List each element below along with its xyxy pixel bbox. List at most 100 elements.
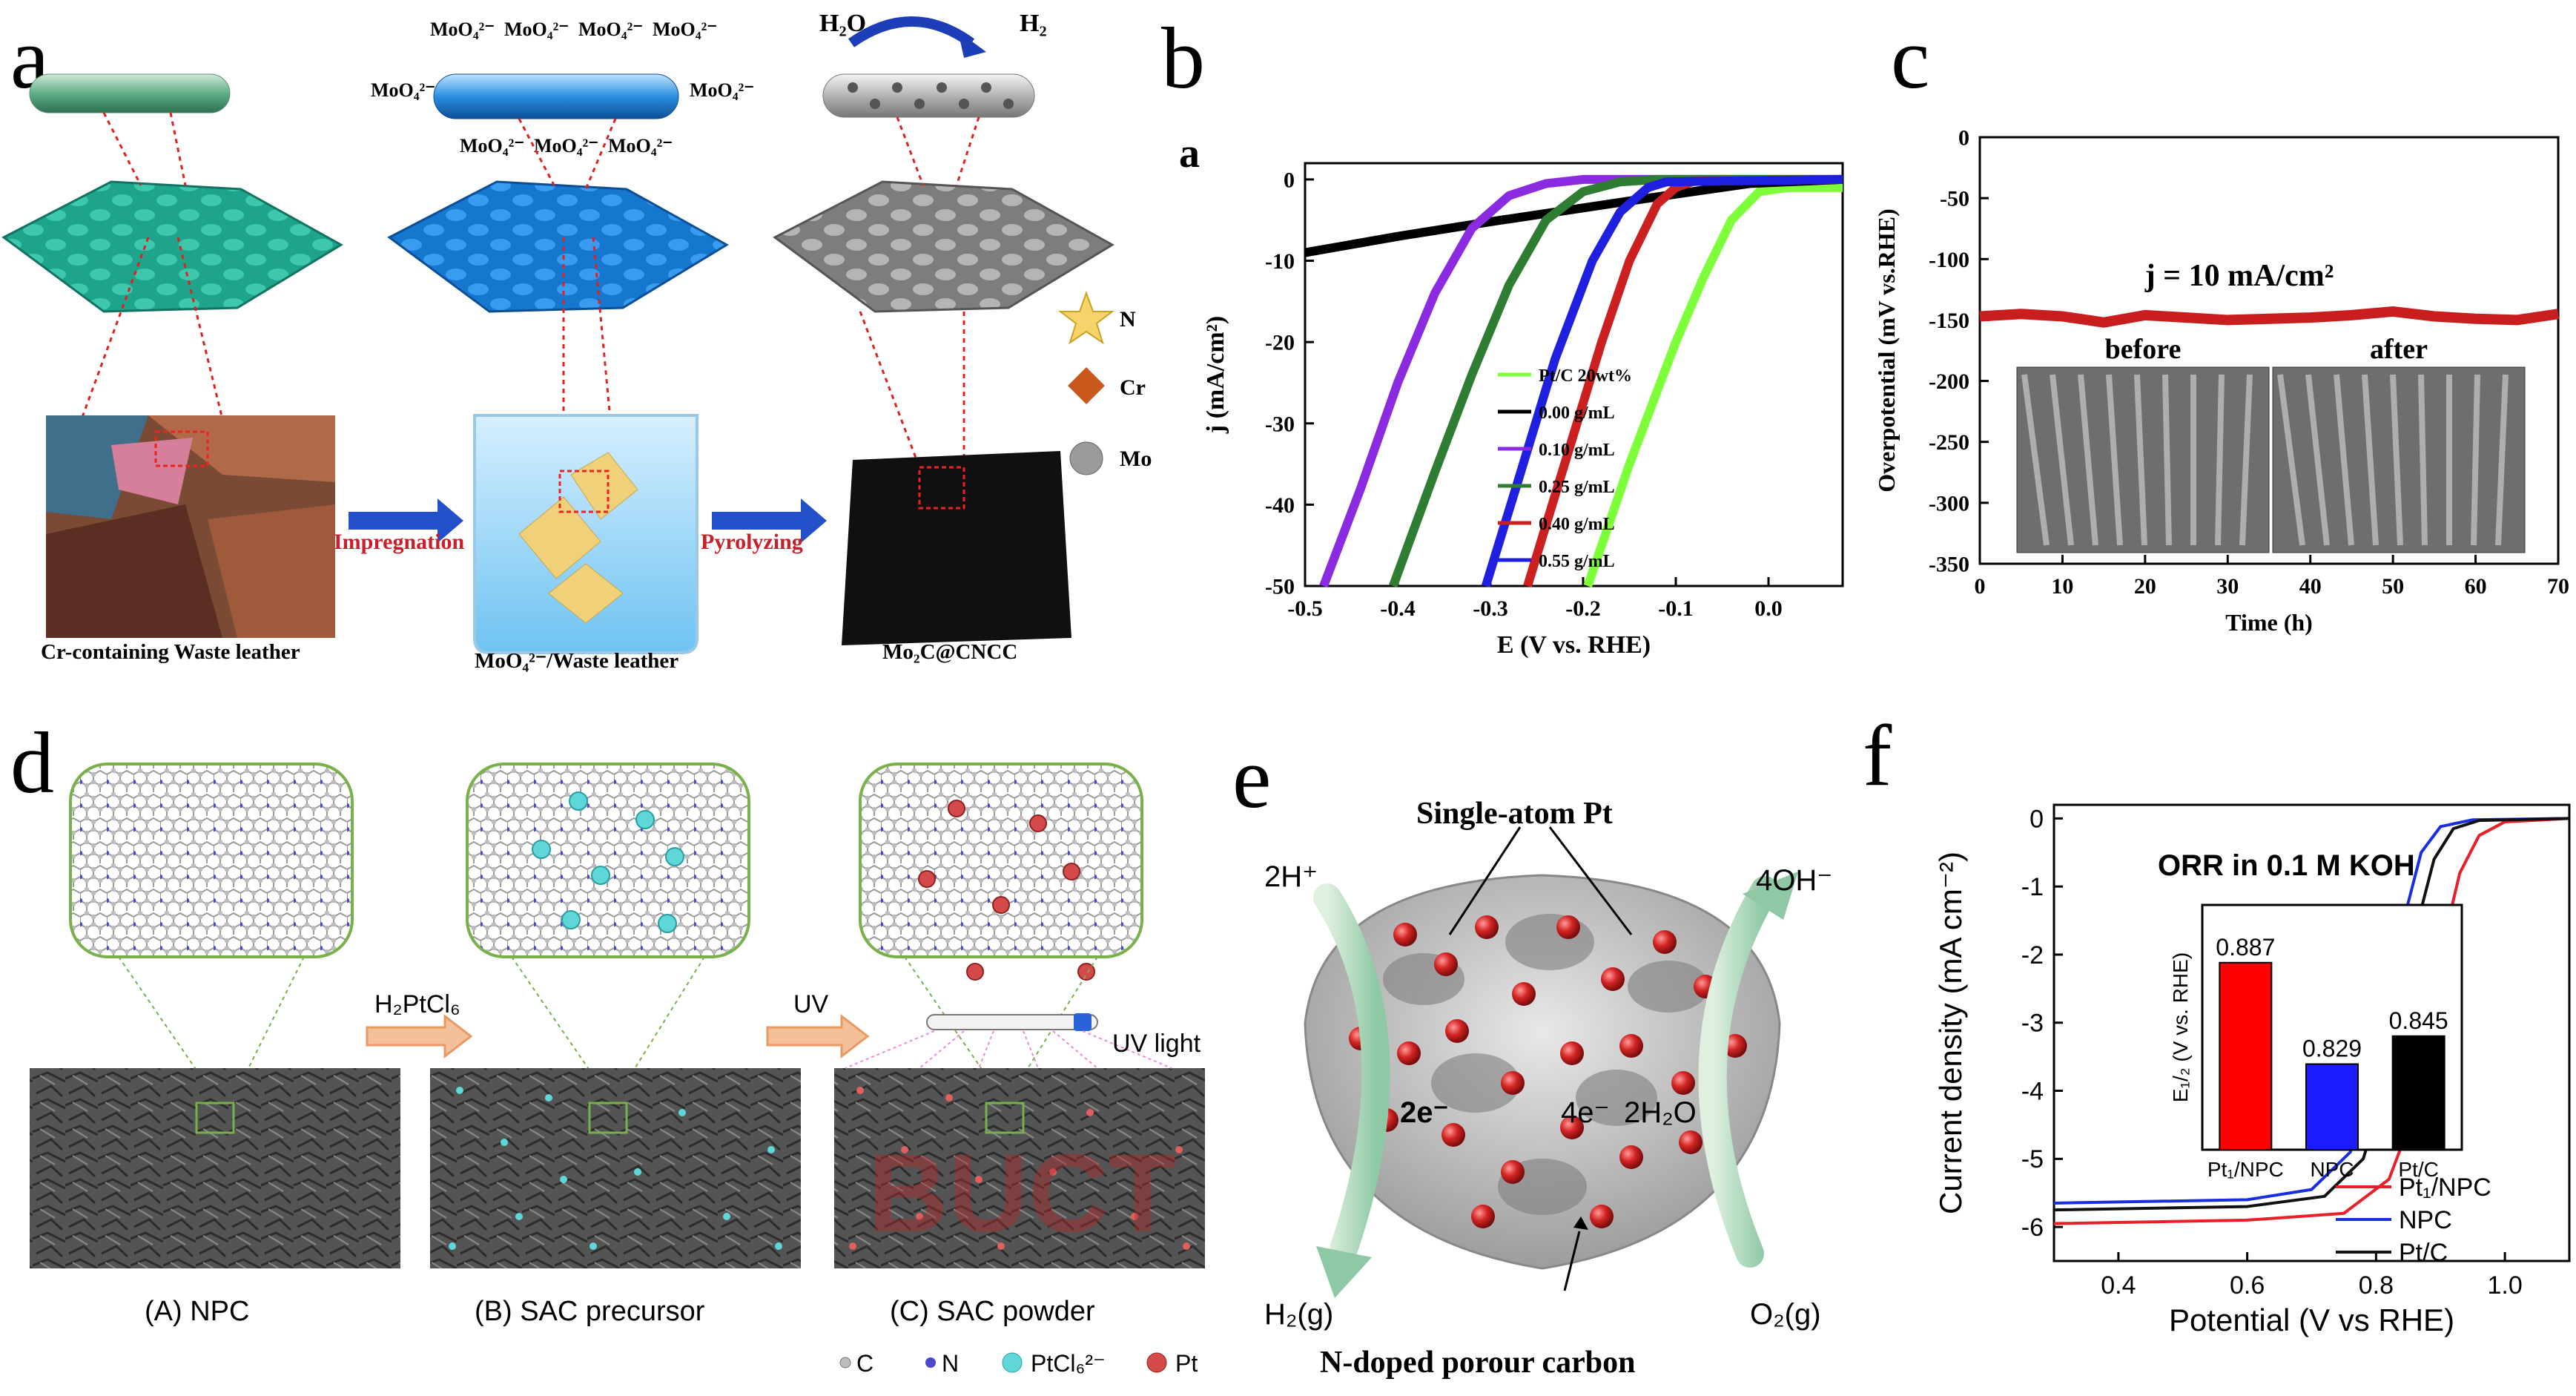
inset-category-label: NPC bbox=[2310, 1158, 2354, 1181]
sem-fiber bbox=[2162, 374, 2172, 546]
sem-label: after bbox=[2370, 334, 2428, 365]
stability-chart: 0 10 20 30 40 50 60 70 0 -50 -100 -150 -200 -250 -300 -… bbox=[1873, 126, 2569, 636]
panel-f: f 0.4 0.6 0.8 1.0 0 -1 -2 -3 -4 -5 -6 Potential (V … bbox=[1861, 697, 2576, 1396]
sem-fiber bbox=[2050, 374, 2074, 546]
y-tick-label: -6 bbox=[2021, 1214, 2044, 1242]
sem-fiber bbox=[2078, 374, 2098, 546]
x-tick-label: 0.8 bbox=[2359, 1271, 2394, 1300]
panel-c: c 0 10 20 30 40 50 60 70 0 -50 -100 -150 -200 -250 -30… bbox=[1869, 0, 2576, 697]
y-tick-label: -2 bbox=[2021, 941, 2044, 969]
panel-c-label: c bbox=[1891, 10, 1930, 107]
single-atom-label: Single-atom Pt bbox=[1416, 797, 1613, 831]
legend-cr: Cr bbox=[1120, 375, 1146, 400]
y-tick-label: -40 bbox=[1265, 493, 1295, 518]
inset-bar bbox=[2391, 1035, 2445, 1150]
inset-value-label: 0.887 bbox=[2216, 934, 2275, 961]
y-tick-label: 0 bbox=[1958, 126, 1969, 151]
inset-category-label: Pt/C bbox=[2398, 1158, 2438, 1181]
caption-impregnated-leather: MoO₄²⁻/Waste leather bbox=[475, 649, 678, 673]
pyrolyzing-arrow bbox=[712, 498, 827, 543]
x-tick-label: -0.4 bbox=[1380, 596, 1416, 621]
sem-fiber bbox=[2239, 374, 2253, 546]
y-tick-label: -20 bbox=[1265, 331, 1295, 355]
legend-label: 0.10 g/mL bbox=[1539, 441, 1615, 460]
x-axis-label: E (V vs. RHE) bbox=[1497, 631, 1651, 659]
caption-mo2c: Mo₂C@CNCC bbox=[882, 640, 1017, 664]
caption-npc: (A) NPC bbox=[145, 1296, 249, 1327]
panel-b: b a -0.5 -0.4 -0.3 -0.2 -0.1 0.0 0 -10 -20 -30 -40… bbox=[1157, 0, 1869, 697]
caption-sac-powder: (C) SAC powder bbox=[890, 1296, 1095, 1327]
ion-label: MoO₄²⁻ bbox=[371, 79, 435, 101]
legend-label: Pt/C 20wt% bbox=[1539, 366, 1632, 386]
hydroxide-label: 4OH⁻ bbox=[1756, 864, 1832, 897]
sem-fiber bbox=[2390, 374, 2403, 546]
uv-light-label: UV light bbox=[1112, 1030, 1201, 1058]
carbon-label: N-doped porour carbon bbox=[1320, 1346, 1636, 1380]
arrow-label-pyrolyzing: Pyrolyzing bbox=[701, 530, 803, 554]
ion-label: MoO₄²⁻ bbox=[653, 19, 717, 40]
h2-label: H₂ bbox=[1020, 10, 1047, 37]
y-tick-label: -350 bbox=[1929, 553, 1969, 577]
legend-label: 0.00 g/mL bbox=[1539, 404, 1615, 423]
legend-n: N bbox=[942, 1350, 959, 1377]
inset-bar bbox=[2219, 961, 2273, 1150]
legend-label: Pt/C bbox=[2399, 1239, 2448, 1267]
ion-label: MoO₄²⁻ bbox=[504, 19, 569, 40]
legend-label: 0.55 g/mL bbox=[1539, 552, 1615, 571]
sem-fiber bbox=[2021, 374, 2050, 546]
y-tick-label: -3 bbox=[2021, 1010, 2044, 1038]
impregnation-arrow bbox=[349, 498, 463, 543]
x-tick-label: 20 bbox=[2134, 574, 2156, 599]
panel-e: e bbox=[1231, 697, 1861, 1396]
legend-c: C bbox=[856, 1350, 873, 1377]
y-tick-label: 0 bbox=[2030, 805, 2044, 833]
sem-fiber bbox=[2334, 374, 2354, 546]
orr-polarization-chart: 0.4 0.6 0.8 1.0 0 -1 -2 -3 -4 -5 -6 Potential (V vs… bbox=[1933, 803, 2571, 1337]
legend-label: Pt₁/NPC bbox=[2399, 1173, 2491, 1202]
sem-label: before bbox=[2105, 334, 2182, 365]
sem-fiber bbox=[2134, 374, 2147, 546]
x-tick-label: -0.1 bbox=[1658, 596, 1694, 621]
legend-label: 0.25 g/mL bbox=[1539, 478, 1615, 497]
y-tick-label: -4 bbox=[2021, 1077, 2044, 1105]
x-tick-label: 70 bbox=[2547, 574, 2569, 599]
uv-arrow bbox=[766, 1013, 870, 1059]
water-label: 2H₂O bbox=[1624, 1096, 1697, 1129]
panel-e-label: e bbox=[1232, 729, 1272, 826]
x-tick-label: 0 bbox=[1975, 574, 1986, 599]
y-axis-label: j (mA/cm²) bbox=[1202, 316, 1229, 434]
sphere-icon bbox=[1069, 441, 1103, 475]
ion-label: MoO₄²⁻ bbox=[608, 135, 673, 157]
caption-waste-leather: Cr-containing Waste leather bbox=[41, 640, 300, 664]
uv-label: UV bbox=[793, 990, 829, 1018]
inset-value-label: 0.829 bbox=[2302, 1036, 2362, 1062]
hydrogen-evolution-chart: -0.5 -0.4 -0.3 -0.2 -0.1 0.0 0 -10 -20 -30 -40 -50 E… bbox=[1202, 162, 1844, 659]
plot-frame bbox=[2052, 803, 2571, 1262]
panel-b-inner-label: a bbox=[1179, 131, 1200, 177]
sem-fiber bbox=[2305, 374, 2330, 546]
legend-pt: Pt bbox=[1175, 1350, 1198, 1377]
sem-fiber bbox=[2418, 374, 2428, 546]
arrow-label-impregnation: Impregnation bbox=[334, 530, 464, 554]
x-axis-label: Time (h) bbox=[2225, 609, 2313, 636]
y-tick-label: -50 bbox=[1940, 187, 1969, 211]
x-tick-label: 1.0 bbox=[2487, 1271, 2522, 1300]
h2ptcl6-arrow bbox=[366, 1013, 473, 1059]
y-tick-label: -10 bbox=[1265, 249, 1295, 274]
four-electron-label: 4e⁻ bbox=[1561, 1096, 1610, 1129]
legend-mo: Mo bbox=[1120, 447, 1152, 471]
x-tick-label: -0.3 bbox=[1473, 596, 1508, 621]
sem-fiber bbox=[2215, 374, 2225, 546]
plot-frame bbox=[1304, 162, 1844, 587]
series-line bbox=[1482, 174, 1843, 587]
y-tick-label: -150 bbox=[1929, 309, 1969, 333]
x-axis-label: Potential (V vs RHE) bbox=[2169, 1303, 2454, 1337]
chart-title: ORR in 0.1 M KOH bbox=[2158, 849, 2415, 882]
panel-b-label: b bbox=[1161, 10, 1205, 107]
h2o-label: H₂O bbox=[819, 10, 866, 37]
y-tick-label: -1 bbox=[2021, 873, 2044, 901]
caption-sac-precursor: (B) SAC precursor bbox=[475, 1296, 705, 1327]
panel-f-label: f bbox=[1863, 707, 1892, 804]
ion-label: MoO₄²⁻ bbox=[460, 135, 524, 157]
legend-label: NPC bbox=[2399, 1206, 2452, 1234]
